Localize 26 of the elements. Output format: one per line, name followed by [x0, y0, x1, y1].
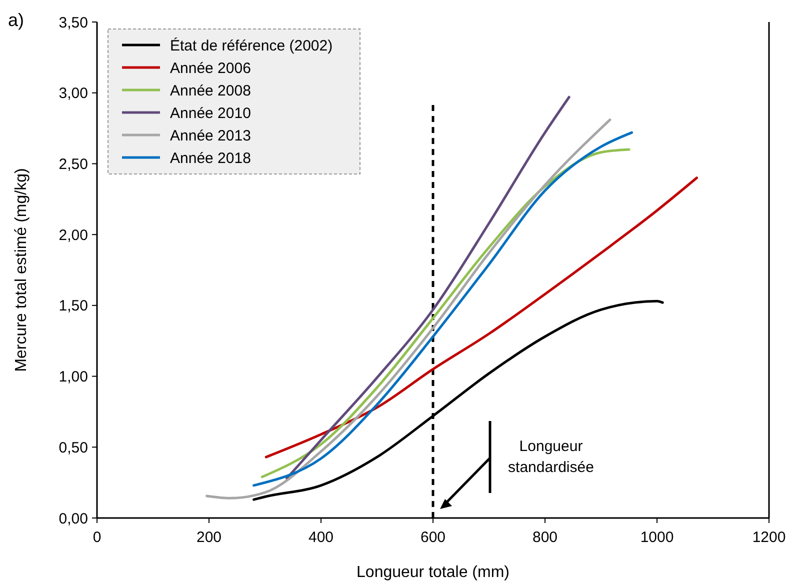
- y-tick-label: 1,00: [58, 368, 88, 386]
- y-tick-label: 3,50: [58, 14, 88, 32]
- y-axis-title: Mercure total estimé (mg/kg): [13, 168, 30, 372]
- legend-label: Année 2008: [170, 82, 251, 100]
- legend-label: État de référence (2002): [170, 36, 333, 54]
- annotation: Longueur standardisée: [508, 438, 594, 476]
- text: a): [8, 10, 24, 30]
- x-tick-label: 1200: [752, 529, 786, 546]
- x-tick-label: 800: [532, 529, 558, 546]
- y-tick-label: 0,00: [58, 510, 88, 528]
- x-tick-label: 0: [92, 529, 102, 546]
- y-tick-label: 2,50: [58, 156, 88, 173]
- y-tick-label: 2,00: [58, 226, 88, 244]
- x-tick-label: 600: [420, 529, 446, 546]
- y-tick-label: 3,00: [58, 85, 88, 102]
- y-tick-label: 1,50: [58, 298, 88, 315]
- x-tick-label: 200: [196, 529, 222, 546]
- legend-label: Année 2013: [170, 127, 251, 144]
- legend-label: Année 2006: [170, 60, 251, 77]
- x-axis-title: Longueur totale (mm): [356, 564, 510, 581]
- x-tick-label: 400: [308, 529, 334, 546]
- legend-label: Année 2018: [170, 150, 251, 167]
- line-series: [264, 176, 698, 458]
- x-tick-label: 1000: [640, 529, 674, 546]
- legend-label: Année 2010: [170, 104, 251, 122]
- y-tick-label: 0,50: [58, 439, 88, 456]
